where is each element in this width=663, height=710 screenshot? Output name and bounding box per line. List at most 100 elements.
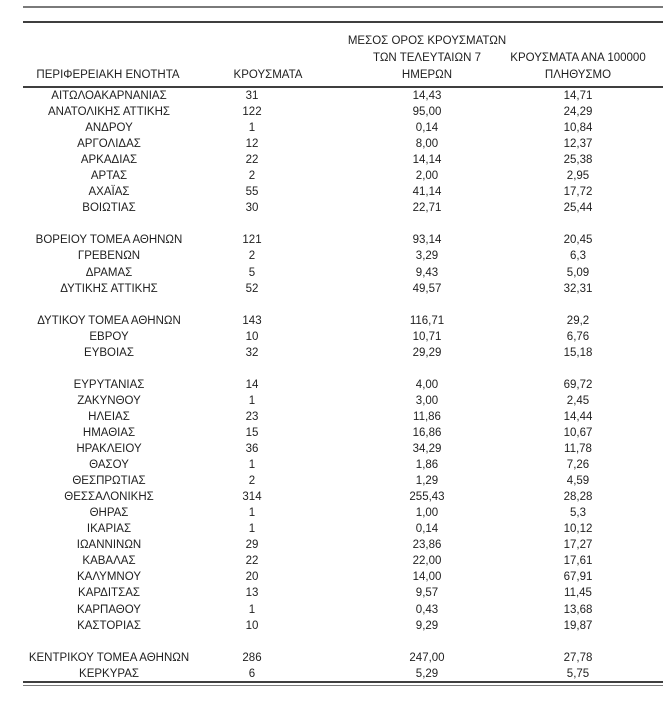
per100k-cell: 27,78 [563, 651, 593, 664]
table-row: ΑΡΓΟΛΙΔΑΣ 12 8,00 12,37 [23, 136, 663, 152]
table-row: ΚΑΡΠΑΘΟΥ 1 0,43 13,68 [23, 602, 663, 618]
per100k-cell: 6,76 [566, 330, 590, 343]
per100k-cell: 5,75 [566, 667, 590, 680]
cases-cell: 143 [242, 314, 262, 327]
per100k-cell: 10,12 [563, 523, 593, 536]
avg7-cell: 9,29 [415, 619, 439, 632]
avg7-cell: 11,86 [413, 410, 441, 423]
avg7-cell: 255,43 [409, 491, 445, 504]
per100k-cell: 24,29 [563, 106, 593, 119]
table-row: ΒΟΙΩΤΙΑΣ 30 22,71 25,44 [23, 200, 663, 216]
table-row: ΚΑΛΥΜΝΟΥ 20 14,00 67,91 [23, 569, 663, 585]
avg7-cell: 49,57 [412, 282, 442, 295]
per100k-cell: 17,61 [563, 555, 593, 568]
per100k-cell: 29,2 [566, 314, 590, 327]
column-header-avg7-line2: ΤΩΝ ΤΕΛΕΥΤΑΙΩΝ 7 [373, 52, 481, 64]
per100k-cell: 12,37 [563, 138, 593, 151]
per100k-cell: 5,09 [566, 266, 590, 279]
cases-cell: 1 [248, 523, 256, 536]
avg7-cell: 93,14 [412, 234, 442, 247]
avg7-cell: 3,00 [415, 394, 439, 407]
per100k-cell: 15,18 [563, 346, 593, 359]
column-header-per100k-line1: ΚΡΟΥΣΜΑΤΑ ΑΝΑ 100000 [510, 52, 646, 64]
region-cell: ΗΜΑΘΙΑΣ [82, 426, 136, 439]
per100k-cell: 10,67 [563, 426, 593, 439]
table-row: ΚΕΝΤΡΙΚΟΥ ΤΟΜΕΑ ΑΘΗΝΩΝ 286 247,00 27,78 [23, 650, 663, 666]
region-cell: ΒΟΡΕΙΟΥ ΤΟΜΕΑ ΑΘΗΝΩΝ [35, 234, 183, 247]
cases-cell: 52 [245, 282, 259, 295]
cases-cell: 20 [245, 571, 259, 584]
table-row: ΑΡΤΑΣ 2 2,00 2,95 [23, 168, 663, 184]
region-cell: ΑΝΑΤΟΛΙΚΗΣ ΑΤΤΙΚΗΣ [47, 106, 171, 119]
region-cell: ΙΩΑΝΝΙΝΩΝ [76, 539, 142, 552]
region-cell: ΘΑΣΟΥ [89, 459, 129, 472]
avg7-cell: 0,14 [415, 523, 439, 536]
region-cell: ΘΕΣΠΡΩΤΙΑΣ [72, 475, 146, 488]
per100k-cell: 2,95 [566, 170, 590, 183]
cases-cell: 121 [242, 234, 262, 247]
per100k-cell: 25,44 [563, 202, 593, 215]
avg7-cell: 0,14 [415, 122, 439, 135]
column-header-avg7-line1: ΜΕΣΟΣ ΟΡΟΣ ΚΡΟΥΣΜΑΤΩΝ [347, 35, 507, 47]
cases-cell: 55 [245, 186, 259, 199]
cases-cell: 1 [248, 459, 256, 472]
avg7-cell: 14,00 [412, 571, 442, 584]
cases-cell: 10 [245, 619, 259, 632]
avg7-cell: 5,29 [415, 667, 439, 680]
section-gap [23, 634, 663, 650]
avg7-cell: 10,71 [412, 330, 442, 343]
table-row: ΑΝΔΡΟΥ 1 0,14 10,84 [23, 120, 663, 136]
per100k-cell: 5,3 [570, 507, 586, 520]
region-cell: ΕΥΒΟΙΑΣ [84, 346, 134, 359]
region-cell: ΔΡΑΜΑΣ [85, 266, 133, 279]
region-cell: ΙΚΑΡΙΑΣ [86, 523, 132, 536]
table-row: ΕΥΡΥΤΑΝΙΑΣ 14 4,00 69,72 [23, 377, 663, 393]
table-row: ΑΧΑΪΑΣ 55 41,14 17,72 [23, 184, 663, 200]
region-cell: ΗΡΑΚΛΕΙΟΥ [76, 443, 142, 456]
column-header-avg7-line3: ΗΜΕΡΩΝ [401, 69, 453, 81]
cases-cell: 6 [248, 667, 256, 680]
table-row: ΘΑΣΟΥ 1 1,86 7,26 [23, 457, 663, 473]
bottom-double-rule [23, 681, 663, 686]
table-row: ΚΑΒΑΛΑΣ 22 22,00 17,61 [23, 553, 663, 569]
avg7-cell: 4,00 [415, 378, 439, 391]
cases-cell: 5 [248, 266, 256, 279]
table-row: ΕΥΒΟΙΑΣ 32 29,29 15,18 [23, 345, 663, 361]
table-row: ΗΡΑΚΛΕΙΟΥ 36 34,29 11,78 [23, 441, 663, 457]
cases-cell: 2 [248, 170, 256, 183]
table-row: ΙΩΑΝΝΙΝΩΝ 29 23,86 17,27 [23, 537, 663, 553]
cases-cell: 30 [245, 202, 259, 215]
per100k-cell: 19,87 [563, 619, 593, 632]
table-row: ΘΕΣΠΡΩΤΙΑΣ 2 1,29 4,59 [23, 473, 663, 489]
per100k-cell: 14,71 [563, 90, 593, 102]
cases-cell: 10 [245, 330, 259, 343]
cases-cell: 286 [242, 651, 262, 664]
table-header: ΠΕΡΙΦΕΡΕΙΑΚΗ ΕΝΟΤΗΤΑ ΚΡΟΥΣΜΑΤΑ ΜΕΣΟΣ ΟΡΟ… [23, 28, 663, 85]
cases-cell: 14 [245, 378, 259, 391]
section-gap [23, 216, 663, 232]
avg7-cell: 247,00 [409, 651, 445, 664]
region-cell: ΚΕΝΤΡΙΚΟΥ ΤΟΜΕΑ ΑΘΗΝΩΝ [28, 651, 190, 664]
region-cell: ΑΝΔΡΟΥ [85, 122, 133, 135]
top-rule-inner [23, 21, 663, 23]
table-row: ΚΑΡΔΙΤΣΑΣ 13 9,57 11,45 [23, 585, 663, 601]
section-gap [23, 361, 663, 377]
cases-cell: 36 [245, 443, 259, 456]
region-cell: ΑΙΤΩΛΟΑΚΑΡΝΑΝΙΑΣ [51, 90, 167, 102]
column-header-avg7: ΜΕΣΟΣ ΟΡΟΣ ΚΡΟΥΣΜΑΤΩΝ ΤΩΝ ΤΕΛΕΥΤΑΙΩΝ 7 Η… [348, 33, 506, 84]
table-body: ΑΙΤΩΛΟΑΚΑΡΝΑΝΙΑΣ 31 14,43 14,71 ΑΝΑΤΟΛΙΚ… [23, 88, 663, 682]
table-row: ΔΥΤΙΚΗΣ ΑΤΤΙΚΗΣ 52 49,57 32,31 [23, 281, 663, 297]
cases-cell: 29 [245, 539, 259, 552]
region-cell: ΑΧΑΪΑΣ [88, 186, 130, 199]
column-header-per100k: ΚΡΟΥΣΜΑΤΑ ΑΝΑ 100000 ΠΛΗΘΥΣΜΟ [510, 50, 645, 84]
avg7-cell: 14,43 [412, 90, 442, 102]
avg7-cell: 9,43 [415, 266, 439, 279]
cases-cell: 23 [245, 410, 259, 423]
per100k-cell: 67,91 [563, 571, 593, 584]
cases-cell: 314 [242, 491, 262, 504]
region-cell: ΚΕΡΚΥΡΑΣ [79, 667, 139, 680]
region-cell: ΕΒΡΟΥ [89, 330, 129, 343]
cases-cell: 13 [245, 587, 259, 600]
region-cell: ΚΑΛΥΜΝΟΥ [77, 571, 141, 584]
